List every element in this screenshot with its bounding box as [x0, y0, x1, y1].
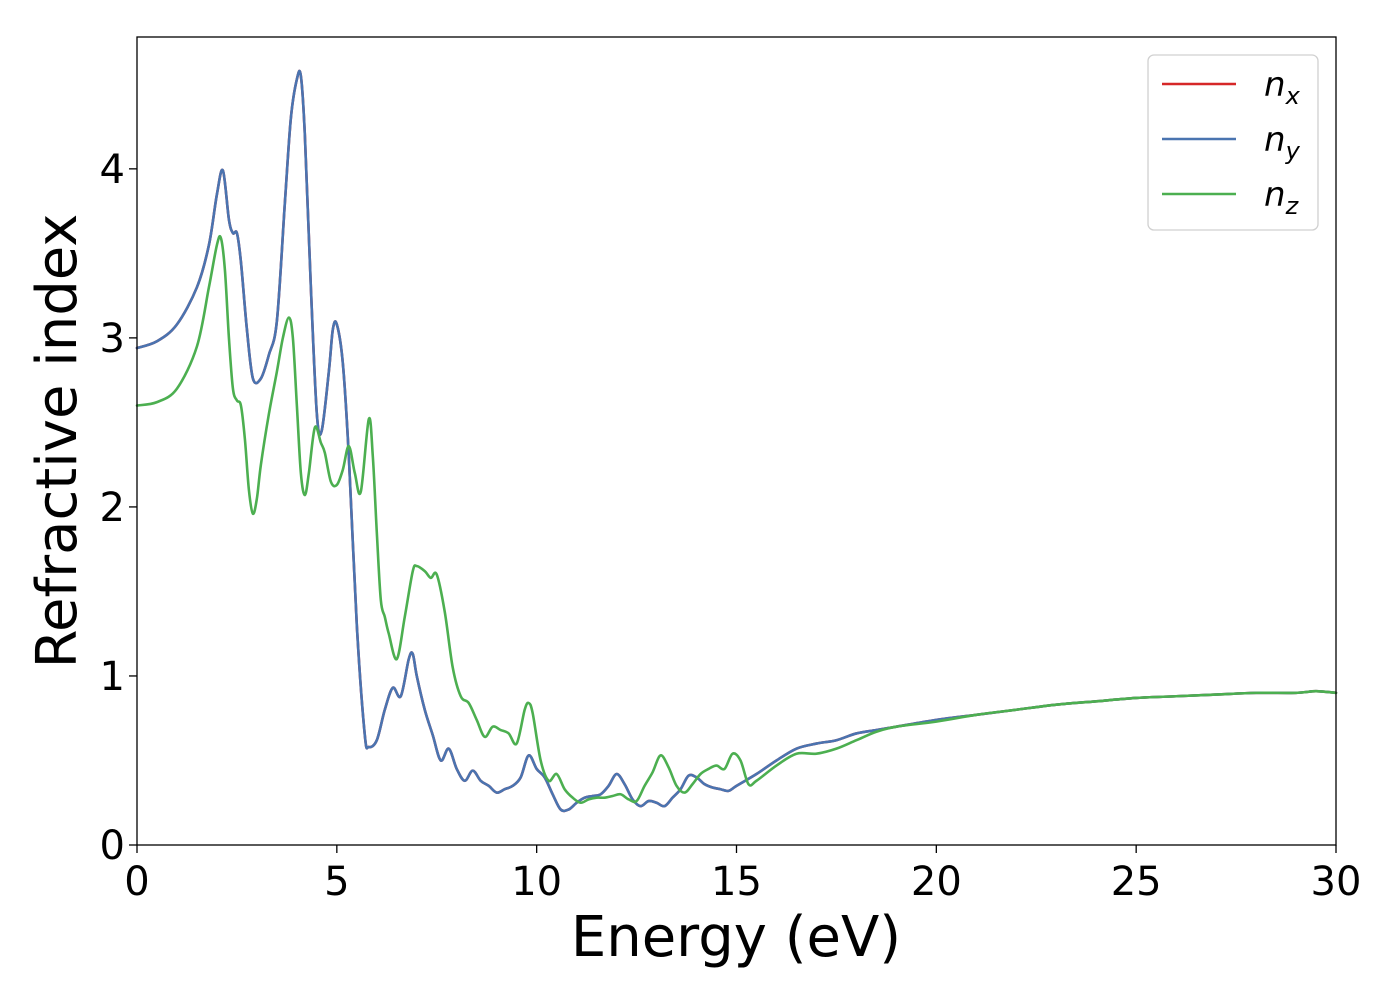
y-tick-label: 1 — [100, 654, 125, 700]
legend-label-x: nx — [1264, 65, 1301, 110]
y-axis-label: Refractive index — [25, 214, 90, 669]
x-tick-label: 10 — [511, 859, 562, 905]
legend-frame — [1147, 54, 1319, 231]
series-line-y — [135, 69, 1338, 813]
x-tick-label: 0 — [124, 859, 149, 905]
y-tick-label: 2 — [100, 485, 125, 531]
x-axis-ticks: 0 5 10 15 20 25 30 — [124, 845, 1361, 905]
y-tick-label: 0 — [100, 823, 125, 869]
x-tick-label: 25 — [1111, 859, 1162, 905]
x-tick-label: 5 — [324, 859, 349, 905]
x-tick-label: 20 — [911, 859, 962, 905]
series-line-z — [135, 234, 1338, 805]
y-axis-ticks: 0 1 2 3 4 — [100, 147, 137, 869]
plot-area — [137, 37, 1336, 845]
x-tick-label: 30 — [1311, 859, 1362, 905]
x-axis-label: Energy (eV) — [571, 905, 901, 970]
y-tick-label: 3 — [100, 316, 125, 362]
legend: nx ny nz — [1147, 54, 1319, 231]
y-tick-label: 4 — [100, 147, 125, 193]
series-layer — [135, 69, 1338, 813]
legend-label-z: nz — [1264, 175, 1300, 220]
x-tick-label: 15 — [711, 859, 762, 905]
legend-label-y: ny — [1264, 120, 1301, 165]
